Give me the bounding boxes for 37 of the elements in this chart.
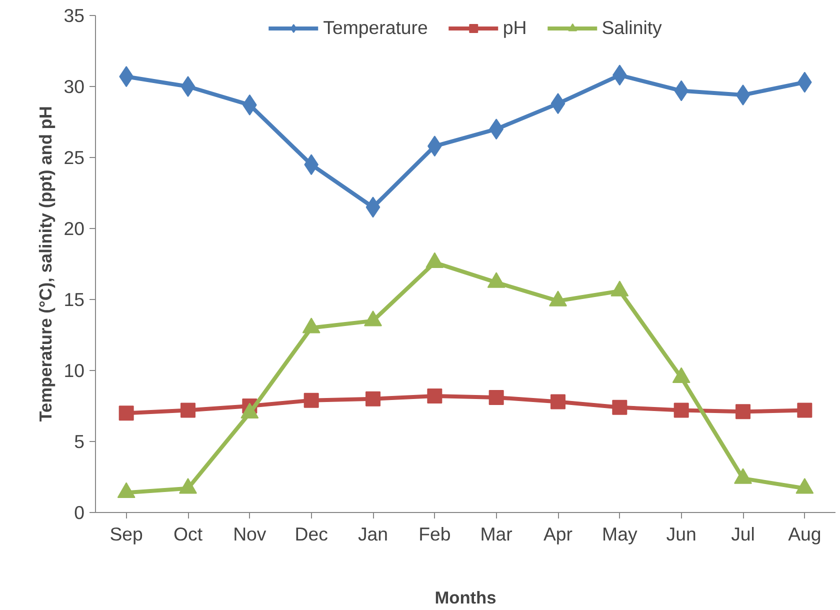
- x-tick-label: Jun: [666, 524, 696, 544]
- point: [118, 406, 134, 421]
- x-tick-label: Dec: [294, 524, 328, 544]
- legend-label: pH: [502, 17, 527, 39]
- point: [612, 400, 628, 415]
- point: [304, 392, 319, 408]
- point: [550, 394, 566, 410]
- point: [674, 402, 689, 418]
- legend-label: Salinity: [602, 17, 662, 39]
- point: [366, 391, 380, 406]
- x-axis-title: Months: [434, 588, 496, 608]
- point: [180, 402, 196, 418]
- y-tick-label: 35: [64, 5, 85, 26]
- x-tick-label: Jul: [731, 524, 755, 544]
- y-tick-label: 30: [64, 76, 85, 97]
- legend-label: Temperature: [323, 17, 428, 39]
- x-tick-label: Aug: [788, 524, 822, 544]
- x-tick-label: Oct: [173, 524, 204, 544]
- point: [180, 76, 196, 97]
- x-tick-label: Feb: [418, 524, 451, 544]
- x-tick-label: Nov: [233, 524, 267, 544]
- x-tick-label: Apr: [543, 524, 573, 544]
- y-tick-label: 25: [64, 147, 85, 168]
- y-tick-label: 20: [64, 218, 85, 239]
- y-tick-label: 15: [64, 289, 85, 310]
- y-tick-label: 10: [64, 360, 85, 381]
- x-tick-label: Jan: [358, 524, 388, 544]
- x-tick-label: May: [602, 524, 638, 544]
- y-tick-label: 0: [74, 502, 85, 523]
- x-tick-label: Sep: [110, 524, 143, 544]
- point: [797, 402, 812, 418]
- point: [427, 388, 442, 404]
- y-axis-title: Temperature (°C), salinity (ppt) and pH: [36, 106, 56, 422]
- point: [488, 390, 504, 405]
- point: [736, 404, 750, 420]
- x-tick-label: Mar: [480, 524, 512, 544]
- y-tick-label: 5: [74, 431, 85, 452]
